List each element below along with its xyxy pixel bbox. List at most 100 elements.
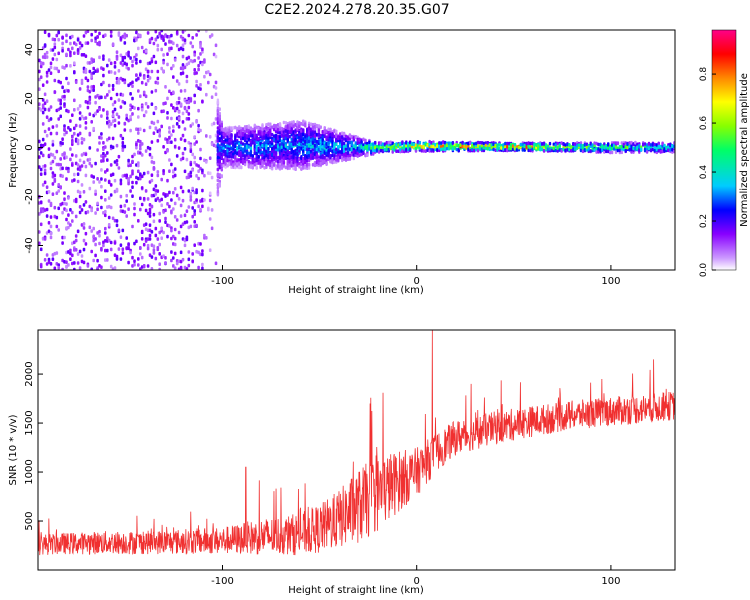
spectrogram-cell xyxy=(57,69,60,74)
spectrogram-cell xyxy=(39,64,43,69)
spectrogram-cell xyxy=(109,122,113,126)
spectrogram-cell xyxy=(570,149,573,153)
spectrogram-cell xyxy=(47,190,51,194)
spectrogram-y-label: Frequency (Hz) xyxy=(8,112,19,188)
spectrogram-cell xyxy=(177,259,181,264)
x-tick-label: -100 xyxy=(211,576,234,587)
spectrogram-cell xyxy=(67,250,70,254)
spectrogram-cell xyxy=(55,191,59,195)
spectrogram-cell xyxy=(43,107,47,112)
spectrogram-cell xyxy=(57,206,60,211)
spectrogram-cell xyxy=(82,226,86,230)
spectrogram-cell xyxy=(360,140,363,144)
spectrogram-cell xyxy=(53,90,57,94)
spectrogram-cell xyxy=(527,141,530,145)
spectrogram-cell xyxy=(71,261,74,266)
spectrogram-cell xyxy=(94,237,97,241)
spectrogram-cell xyxy=(127,158,130,163)
spectrogram-cell xyxy=(498,146,501,150)
spectrogram-cell xyxy=(288,123,291,127)
spectrogram-cell xyxy=(193,209,196,213)
spectrogram-cell xyxy=(438,146,441,150)
spectrogram-cell xyxy=(321,135,324,140)
spectrogram-cell xyxy=(241,132,245,136)
spectrogram-cell xyxy=(377,145,381,149)
spectrogram-cell xyxy=(84,70,88,74)
spectrogram-cell xyxy=(59,101,62,106)
spectrogram-cell xyxy=(486,141,489,145)
spectrogram-cell xyxy=(69,53,72,58)
spectrogram-cell xyxy=(311,151,315,156)
spectrogram-cell xyxy=(280,133,284,137)
spectrogram-cell xyxy=(144,94,148,99)
spectrogram-cell xyxy=(278,138,282,143)
spectrogram-cell xyxy=(179,250,183,255)
spectrogram-cell xyxy=(638,145,641,149)
spectrogram-cell xyxy=(201,188,204,193)
spectrogram-cell xyxy=(117,166,121,170)
spectrogram-cell xyxy=(123,101,127,105)
spectrogram-cell xyxy=(113,178,117,183)
spectrogram-cell xyxy=(556,149,559,153)
spectrogram-cell xyxy=(222,140,225,144)
spectrogram-cell xyxy=(53,78,57,83)
spectrogram-cell xyxy=(137,33,140,37)
spectrogram-cell xyxy=(189,162,193,167)
spectrogram-cell xyxy=(276,128,280,132)
spectrogram-cell xyxy=(86,264,90,268)
spectrogram-cell xyxy=(418,146,421,151)
spectrogram-cell xyxy=(102,67,105,71)
spectrogram-cell xyxy=(131,105,134,109)
spectrogram-cell xyxy=(197,56,200,60)
spectrogram-cell xyxy=(579,148,583,153)
spectrogram-cell xyxy=(45,133,49,138)
spectrogram-cell xyxy=(230,158,233,163)
spectrogram-cell xyxy=(346,144,350,148)
spectrogram-cell xyxy=(473,148,476,153)
spectrogram-cell xyxy=(218,107,221,111)
spectrogram-cell xyxy=(302,138,305,142)
spectrogram-cell xyxy=(146,170,150,175)
spectrogram-cell xyxy=(502,143,505,147)
spectrogram-cell xyxy=(41,110,45,115)
spectrogram-cell xyxy=(173,215,177,219)
spectrogram-cell xyxy=(313,143,317,148)
spectrogram-cell xyxy=(47,108,51,112)
spectrogram-cell xyxy=(47,257,51,262)
spectrogram-cell xyxy=(45,115,49,119)
spectrogram-cell xyxy=(74,42,78,47)
spectrogram-cell xyxy=(191,44,194,49)
spectrogram-cell xyxy=(189,170,193,175)
spectrogram-cell xyxy=(278,131,282,135)
spectrogram-cell xyxy=(78,124,82,128)
spectrogram-cell xyxy=(327,141,330,145)
spectrogram-cell xyxy=(356,146,359,151)
spectrogram-cell xyxy=(253,148,256,152)
spectrogram-cell xyxy=(107,223,111,227)
spectrogram-cell xyxy=(273,163,276,167)
spectrogram-cell xyxy=(150,267,154,270)
spectrogram-cell xyxy=(628,141,631,145)
spectrogram-cell xyxy=(53,37,57,42)
spectrogram-cell xyxy=(607,142,610,147)
spectrogram-cell xyxy=(41,153,45,158)
spectrogram-cell xyxy=(179,137,183,141)
spectrogram-cell xyxy=(622,142,625,147)
spectrogram-cell xyxy=(509,146,513,151)
spectrogram-cell xyxy=(63,151,66,155)
spectrogram-cell xyxy=(432,148,435,152)
spectrogram-cell xyxy=(282,120,286,125)
spectrogram-cell xyxy=(539,147,542,152)
spectrogram-cell xyxy=(533,143,536,147)
spectrogram-cell xyxy=(251,154,254,158)
spectrogram-cell xyxy=(67,81,70,86)
spectrogram-cell xyxy=(216,159,220,164)
spectrogram-cell xyxy=(107,196,111,200)
spectrogram-cell xyxy=(84,121,88,125)
spectrogram-cell xyxy=(362,146,365,151)
spectrogram-cell xyxy=(632,142,635,146)
spectrogram-cell xyxy=(175,43,179,48)
spectrogram-cell xyxy=(344,137,348,142)
